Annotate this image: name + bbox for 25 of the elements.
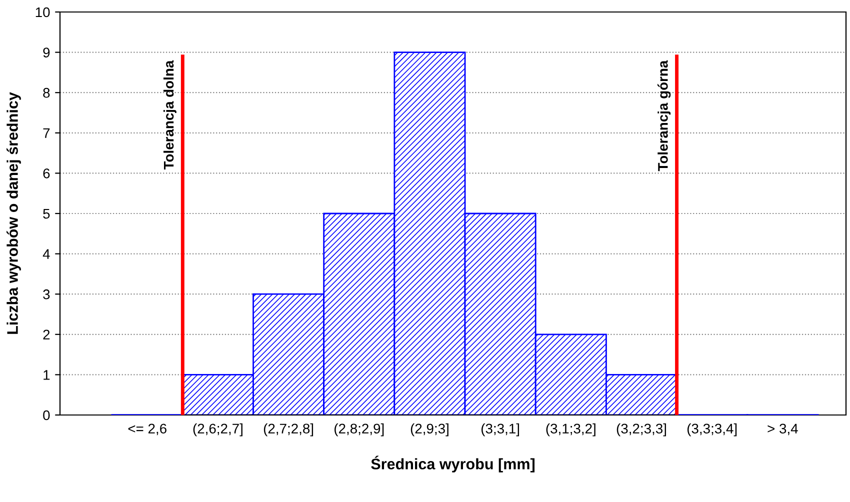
x-tick-label: (2,7;2,8]	[264, 423, 314, 436]
y-tick-label: 10	[36, 7, 50, 18]
y-tick-label: 7	[43, 128, 50, 138]
x-tick-label: (3,3;3,4]	[687, 423, 737, 436]
x-tick-label: (3,2;3,3]	[616, 423, 666, 436]
y-tick-label: 4	[42, 249, 50, 259]
x-tick-label: > 3,4	[768, 424, 798, 436]
y-tick-label: 6	[43, 168, 50, 178]
y-axis-title: Liczba wyrobów o danej średnicy	[6, 92, 21, 334]
x-tick-label: (2,8;2,9]	[334, 423, 384, 436]
y-tick-label: 9	[43, 48, 50, 58]
x-tick-label: (3,1;3,2]	[546, 423, 596, 436]
y-tick-label: 0	[43, 410, 50, 420]
annotation: Tolerancja dolna	[163, 60, 176, 170]
y-tick-label: 2	[43, 330, 50, 340]
annotation: Tolerancja górna	[658, 60, 671, 172]
y-tick-label: 5	[43, 208, 50, 219]
x-tick-label: <= 2,6	[128, 424, 166, 436]
y-tick-label: 8	[43, 88, 50, 98]
x-axis-title: Średnica wyrobu [mm]	[371, 456, 534, 472]
x-tick-label: (2,6;2,7]	[193, 423, 242, 436]
y-tick-label: 3	[43, 289, 50, 300]
y-tick-label: 1	[44, 370, 50, 380]
x-tick-label: (3;3,1]	[481, 423, 520, 436]
x-tick-label: (2,9;3]	[410, 423, 448, 436]
